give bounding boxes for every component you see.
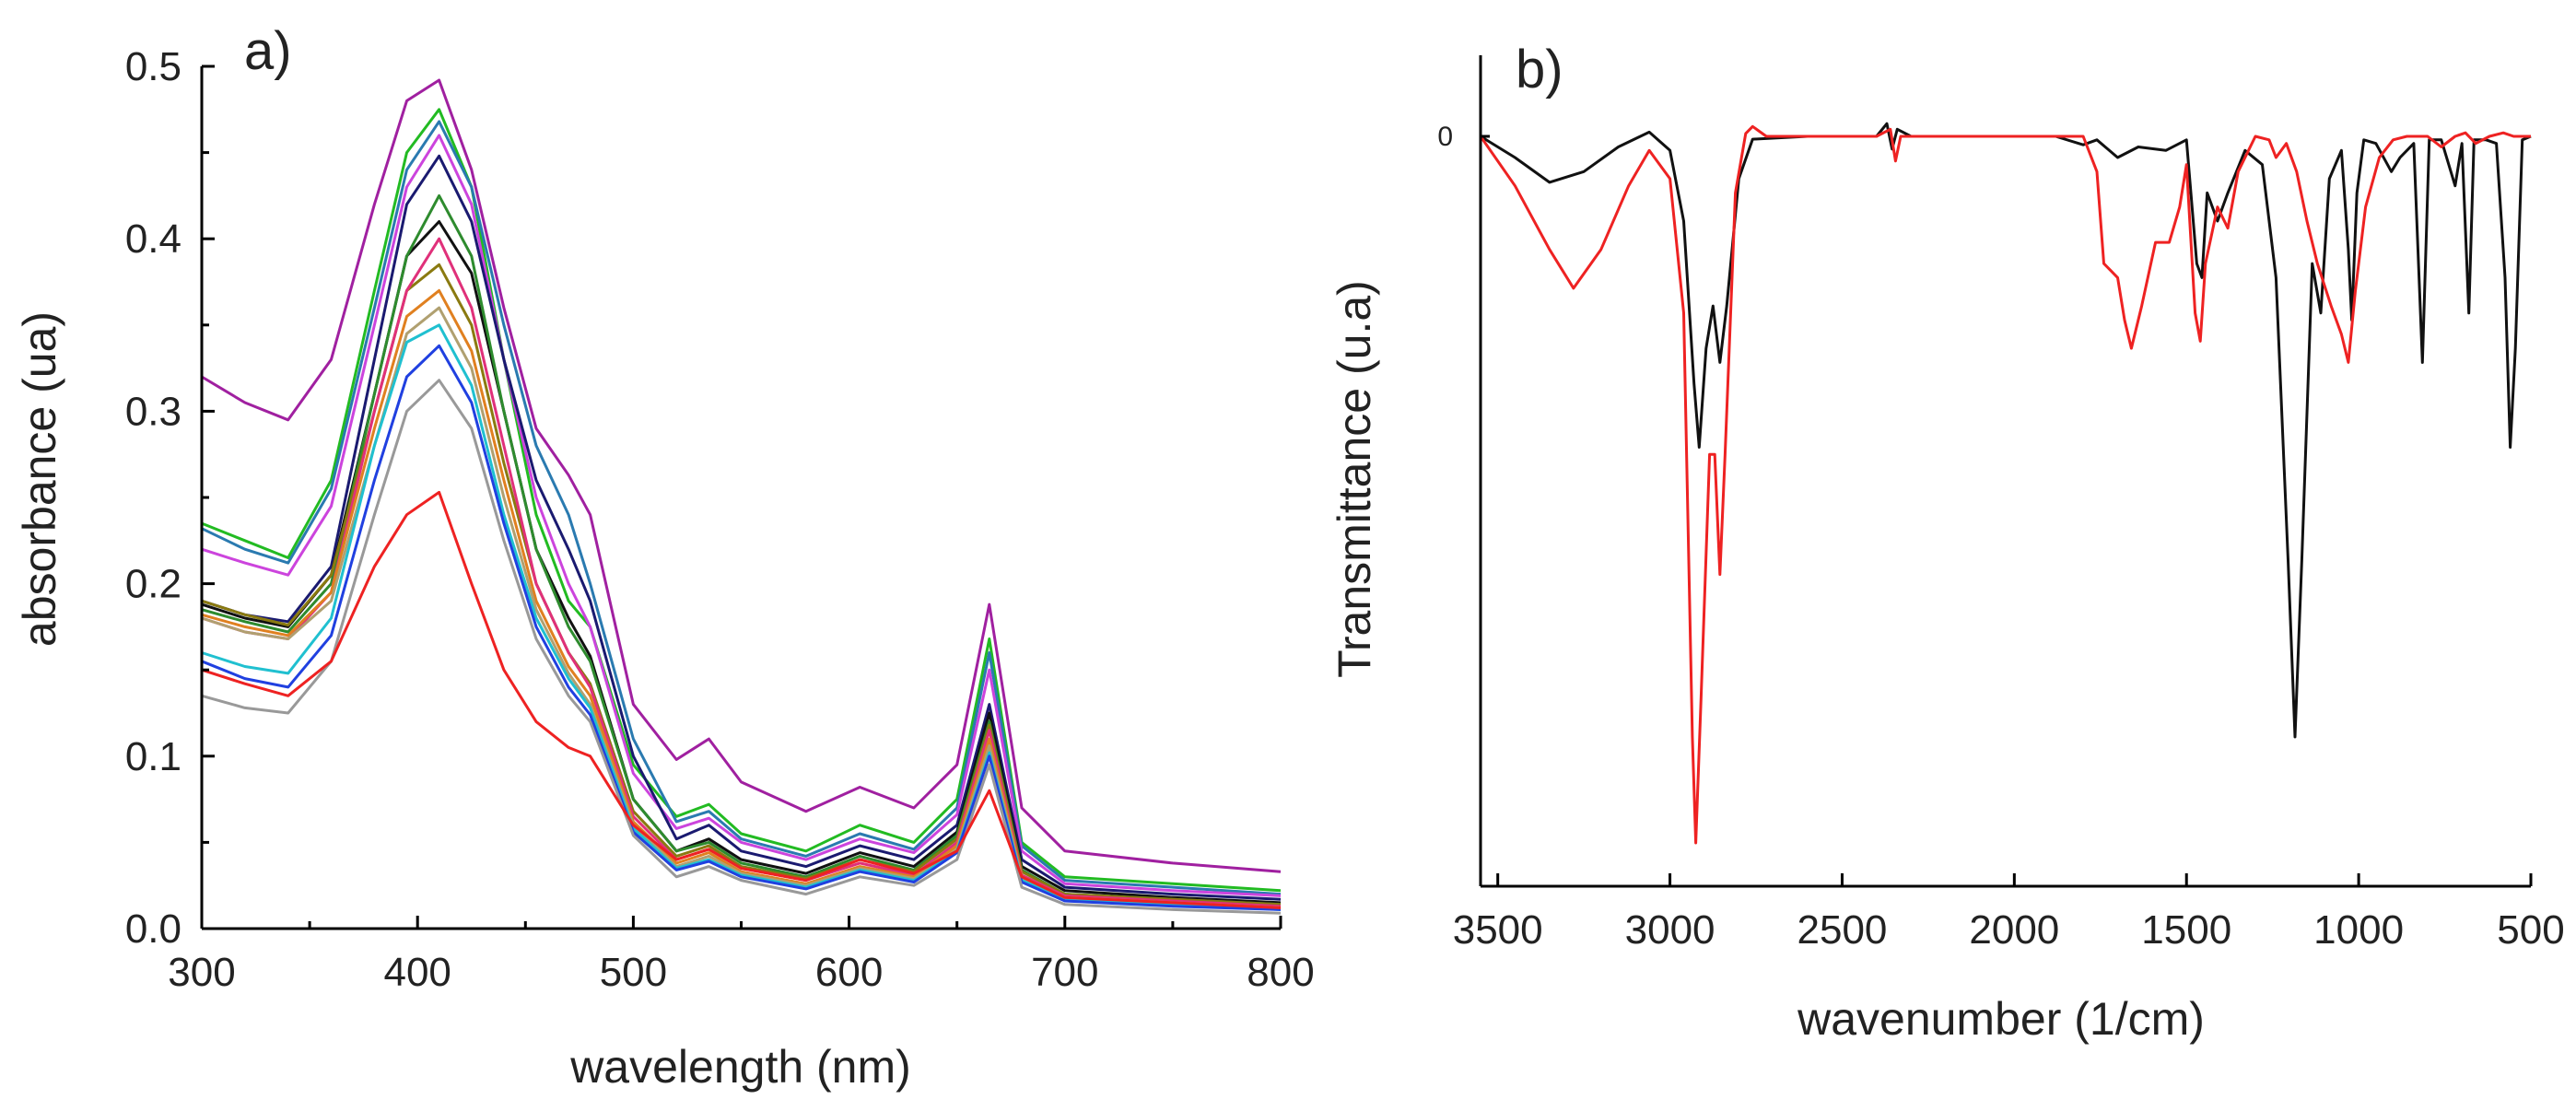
panel-b-x-tick-label: 3500 bbox=[1453, 907, 1543, 953]
panel-a-ticks: 300 400 500 600 700 800 0.0 0.1 0.2 0.3 0.4 0.5 bbox=[125, 44, 1315, 995]
panel-a-series-green2 bbox=[201, 193, 1282, 906]
panel-a-series-olive bbox=[201, 263, 1282, 906]
panel-a-series-red bbox=[201, 490, 1282, 909]
panel-b-x-tick-label: 2000 bbox=[1969, 907, 2059, 953]
panel-a-series-steelblue bbox=[201, 120, 1282, 896]
panel-b-x-tick-label: 1500 bbox=[2141, 907, 2231, 953]
panel-a-series-tan bbox=[201, 306, 1282, 909]
panel-a-y-tick-label: 0.3 bbox=[125, 389, 181, 434]
panel-a-x-tick-label: 600 bbox=[815, 950, 883, 995]
panel-a-series-group bbox=[201, 78, 1282, 915]
panel-a-y-tick-label: 0.2 bbox=[125, 562, 181, 607]
panel-a-series-orange bbox=[201, 288, 1282, 909]
panel-a-y-tick-label: 0.5 bbox=[125, 44, 181, 89]
panel-a-x-tick-label: 800 bbox=[1247, 950, 1314, 995]
panel-b-series-black bbox=[1480, 122, 2532, 739]
panel-a-series-navy bbox=[201, 154, 1282, 901]
panel-b-transmittance-chart: b) 3500 3000 2500 2000 1500 1000 500 0 wavenumb… bbox=[1329, 40, 2565, 1045]
panel-b-x-tick-label: 500 bbox=[2497, 907, 2564, 953]
panel-a-series-purple bbox=[201, 78, 1282, 873]
panel-b-x-tick-label: 2500 bbox=[1797, 907, 1888, 953]
panel-a-x-tick-label: 700 bbox=[1031, 950, 1098, 995]
panel-a-y-tick-label: 0.4 bbox=[125, 216, 181, 262]
panel-a-series-gray bbox=[201, 379, 1282, 915]
panel-a-series-pink bbox=[201, 237, 1282, 908]
panel-a-x-axis-title: wavelength (nm) bbox=[569, 1041, 911, 1093]
panel-a-x-tick-label: 400 bbox=[383, 950, 451, 995]
panel-a-x-tick-label: 500 bbox=[600, 950, 667, 995]
panel-a-series-black bbox=[201, 220, 1282, 905]
panel-b-series-group bbox=[1479, 122, 2532, 845]
panel-a-series-violet bbox=[201, 134, 1282, 897]
panel-a-y-tick-label: 0.0 bbox=[125, 906, 181, 952]
panel-b-y-tick-label: 0 bbox=[1437, 122, 1453, 152]
panel-a-absorbance-chart: a) 300 400 500 600 700 8000.00.10.20.30.40.5 … bbox=[14, 21, 1315, 1093]
panel-a-label: a) bbox=[244, 21, 292, 81]
panel-b-x-axis-title: wavenumber (1/cm) bbox=[1797, 993, 2205, 1045]
panel-b-series-red bbox=[1479, 124, 2531, 845]
panel-b-ticks: 3500 3000 2500 2000 1500 1000 500 0 bbox=[1437, 122, 2564, 953]
panel-a-series-blue bbox=[201, 344, 1282, 911]
panel-b-x-tick-label: 3000 bbox=[1625, 907, 1715, 953]
panel-a-y-tick-label: 0.1 bbox=[125, 734, 181, 779]
panel-b-y-axis-title: Transmittance (u.a) bbox=[1329, 280, 1380, 678]
panel-a-y-axis-title: absorbance (ua) bbox=[14, 311, 65, 647]
panel-a-series-green bbox=[201, 108, 1282, 893]
panel-b-label: b) bbox=[1516, 40, 1563, 99]
panel-b-x-tick-label: 1000 bbox=[2313, 907, 2404, 953]
panel-a-x-tick-label: 300 bbox=[168, 950, 235, 995]
